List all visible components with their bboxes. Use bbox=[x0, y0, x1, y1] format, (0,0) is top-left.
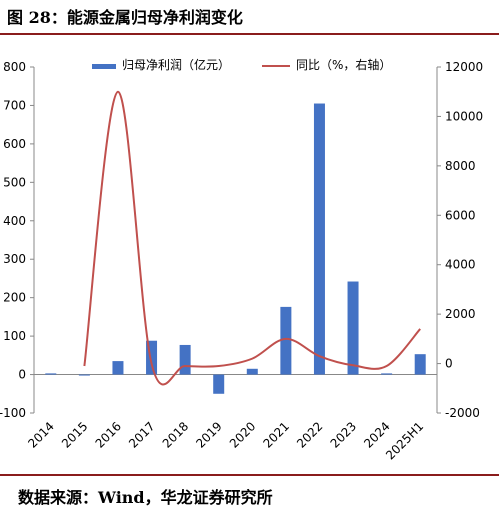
chart: -100 0 100 200 300 400 500 600 700 800 -2000 0 2000 4… bbox=[0, 57, 483, 462]
bar-2019 bbox=[213, 374, 225, 394]
right-tick-label: 10000 bbox=[445, 109, 483, 123]
left-tick-label: 100 bbox=[3, 329, 26, 343]
x-tick-label: 2018 bbox=[160, 419, 191, 450]
x-tick-label: 2019 bbox=[193, 419, 224, 450]
right-tick-label: 4000 bbox=[445, 258, 476, 272]
source-note: 数据来源：Wind，华龙证券研究所 bbox=[18, 488, 273, 507]
bar-2015 bbox=[78, 374, 90, 376]
x-tick-label: 2025H1 bbox=[383, 419, 426, 462]
x-tick-label: 2016 bbox=[93, 419, 124, 450]
bottom-rule bbox=[0, 474, 499, 476]
left-tick-label: 200 bbox=[3, 291, 26, 305]
x-tick-label: 2015 bbox=[59, 419, 90, 450]
right-tick-label: 12000 bbox=[445, 60, 483, 74]
x-tick-label: 2021 bbox=[260, 419, 291, 450]
bar-2020 bbox=[246, 368, 258, 375]
left-tick-label: -100 bbox=[0, 406, 26, 420]
legend-label-line: 同比（%，右轴） bbox=[296, 57, 391, 72]
legend-swatch-bar bbox=[92, 64, 116, 69]
right-tick-label: 8000 bbox=[445, 159, 476, 173]
left-tick-label: 700 bbox=[3, 98, 26, 112]
bar-2014 bbox=[45, 373, 57, 375]
bar-2016 bbox=[112, 361, 124, 375]
bar-2021 bbox=[280, 306, 292, 375]
bar-2024 bbox=[381, 373, 393, 375]
left-tick-label: 0 bbox=[18, 368, 26, 382]
right-tick-label: 6000 bbox=[445, 208, 476, 222]
right-tick-label: -2000 bbox=[445, 406, 480, 420]
bar-2023 bbox=[347, 281, 359, 375]
bar-2017 bbox=[146, 340, 158, 375]
right-tick-label: 2000 bbox=[445, 307, 476, 321]
bar-2022 bbox=[313, 103, 325, 375]
left-tick-label: 400 bbox=[3, 214, 26, 228]
bar-2018 bbox=[179, 344, 191, 375]
bar-2025H1 bbox=[414, 354, 426, 375]
page-title: 图 28：能源金属归母净利润变化 bbox=[7, 8, 243, 27]
x-tick-label: 2023 bbox=[328, 419, 359, 450]
right-tick-label: 0 bbox=[445, 357, 453, 371]
x-tick-label: 2024 bbox=[361, 419, 392, 450]
series-line-yoy bbox=[83, 90, 421, 386]
top-rule bbox=[0, 33, 499, 35]
x-tick-label: 2020 bbox=[227, 419, 258, 450]
left-tick-label: 600 bbox=[3, 137, 26, 151]
x-tick-label: 2014 bbox=[25, 419, 56, 450]
x-tick-label: 2017 bbox=[126, 419, 157, 450]
left-tick-label: 800 bbox=[3, 60, 26, 74]
left-tick-label: 500 bbox=[3, 175, 26, 189]
x-tick-label: 2022 bbox=[294, 419, 325, 450]
legend-label-bar: 归母净利润（亿元） bbox=[122, 57, 230, 72]
left-tick-label: 300 bbox=[3, 252, 26, 266]
